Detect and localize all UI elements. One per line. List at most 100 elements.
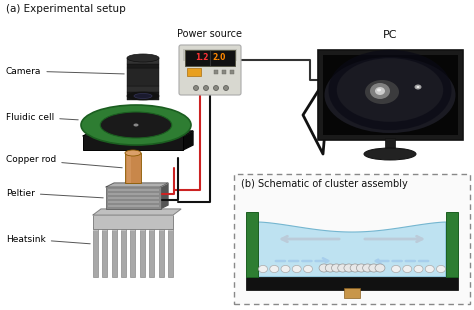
Bar: [102, 227, 108, 231]
Bar: [93, 215, 173, 229]
Bar: [446, 212, 458, 277]
Text: Copper rod: Copper rod: [6, 156, 122, 168]
Ellipse shape: [331, 264, 341, 272]
Ellipse shape: [127, 92, 159, 100]
Ellipse shape: [134, 123, 138, 126]
Ellipse shape: [337, 264, 347, 272]
Bar: [214, 70, 218, 74]
Bar: [83, 136, 183, 150]
Ellipse shape: [403, 265, 412, 272]
Bar: [102, 229, 108, 277]
Text: (b) Schematic of cluster assembly: (b) Schematic of cluster assembly: [241, 179, 408, 189]
Ellipse shape: [125, 150, 141, 156]
Bar: [246, 277, 458, 290]
Ellipse shape: [319, 264, 329, 272]
Bar: [140, 227, 145, 231]
Bar: [112, 229, 117, 277]
Ellipse shape: [81, 105, 191, 145]
Bar: [127, 86, 159, 92]
Bar: [108, 197, 159, 199]
Bar: [130, 227, 136, 231]
Bar: [149, 227, 154, 231]
Ellipse shape: [113, 117, 159, 134]
Bar: [159, 227, 164, 231]
Ellipse shape: [213, 86, 219, 91]
Bar: [106, 187, 161, 209]
Bar: [230, 70, 234, 74]
Ellipse shape: [325, 264, 335, 272]
Bar: [121, 229, 126, 277]
Ellipse shape: [377, 88, 381, 91]
Ellipse shape: [356, 264, 366, 272]
Text: 2.0: 2.0: [212, 54, 226, 63]
Ellipse shape: [134, 94, 152, 99]
Text: Heatsink: Heatsink: [6, 234, 90, 244]
Ellipse shape: [258, 265, 267, 272]
Bar: [318, 50, 463, 140]
Bar: [159, 229, 164, 277]
Bar: [121, 227, 126, 231]
Bar: [140, 229, 145, 277]
Ellipse shape: [414, 265, 423, 272]
Ellipse shape: [363, 264, 373, 272]
Bar: [127, 153, 131, 183]
Text: Camera: Camera: [6, 67, 124, 76]
Bar: [127, 68, 159, 86]
Ellipse shape: [325, 57, 456, 133]
Ellipse shape: [375, 264, 385, 272]
Bar: [112, 227, 117, 231]
Text: Power source: Power source: [177, 29, 243, 39]
Bar: [108, 205, 159, 207]
Ellipse shape: [344, 264, 354, 272]
Bar: [183, 49, 237, 61]
Ellipse shape: [281, 265, 290, 272]
Polygon shape: [83, 131, 193, 136]
Bar: [222, 70, 226, 74]
Ellipse shape: [193, 86, 199, 91]
Bar: [108, 189, 159, 191]
Ellipse shape: [127, 54, 159, 62]
Bar: [168, 227, 173, 231]
Ellipse shape: [370, 83, 390, 99]
Polygon shape: [183, 131, 193, 150]
Ellipse shape: [392, 265, 401, 272]
Ellipse shape: [270, 265, 279, 272]
Polygon shape: [258, 222, 446, 277]
Ellipse shape: [203, 86, 209, 91]
Bar: [93, 229, 98, 277]
Ellipse shape: [303, 265, 312, 272]
Bar: [234, 174, 470, 304]
Bar: [108, 201, 159, 203]
Bar: [344, 288, 360, 298]
Bar: [323, 55, 458, 135]
Bar: [127, 64, 159, 68]
Bar: [168, 229, 173, 277]
Ellipse shape: [364, 148, 416, 160]
Bar: [187, 68, 201, 76]
Text: PC: PC: [383, 30, 397, 40]
Text: 1.2: 1.2: [195, 54, 209, 63]
Ellipse shape: [417, 86, 419, 88]
Polygon shape: [93, 209, 181, 215]
Ellipse shape: [375, 87, 385, 95]
Ellipse shape: [100, 112, 172, 138]
Text: Peltier: Peltier: [6, 188, 103, 198]
Ellipse shape: [414, 85, 421, 90]
Text: (a) Experimental setup: (a) Experimental setup: [6, 4, 126, 14]
Ellipse shape: [125, 180, 141, 185]
Ellipse shape: [365, 80, 399, 104]
Bar: [93, 227, 98, 231]
Bar: [127, 92, 159, 100]
Ellipse shape: [437, 265, 446, 272]
Bar: [149, 229, 154, 277]
Bar: [246, 212, 258, 277]
Ellipse shape: [369, 264, 379, 272]
Ellipse shape: [224, 86, 228, 91]
Bar: [185, 50, 235, 66]
Bar: [385, 138, 395, 154]
FancyBboxPatch shape: [179, 45, 241, 95]
Bar: [108, 193, 159, 195]
Polygon shape: [160, 183, 168, 209]
Bar: [127, 58, 159, 64]
Ellipse shape: [425, 265, 434, 272]
